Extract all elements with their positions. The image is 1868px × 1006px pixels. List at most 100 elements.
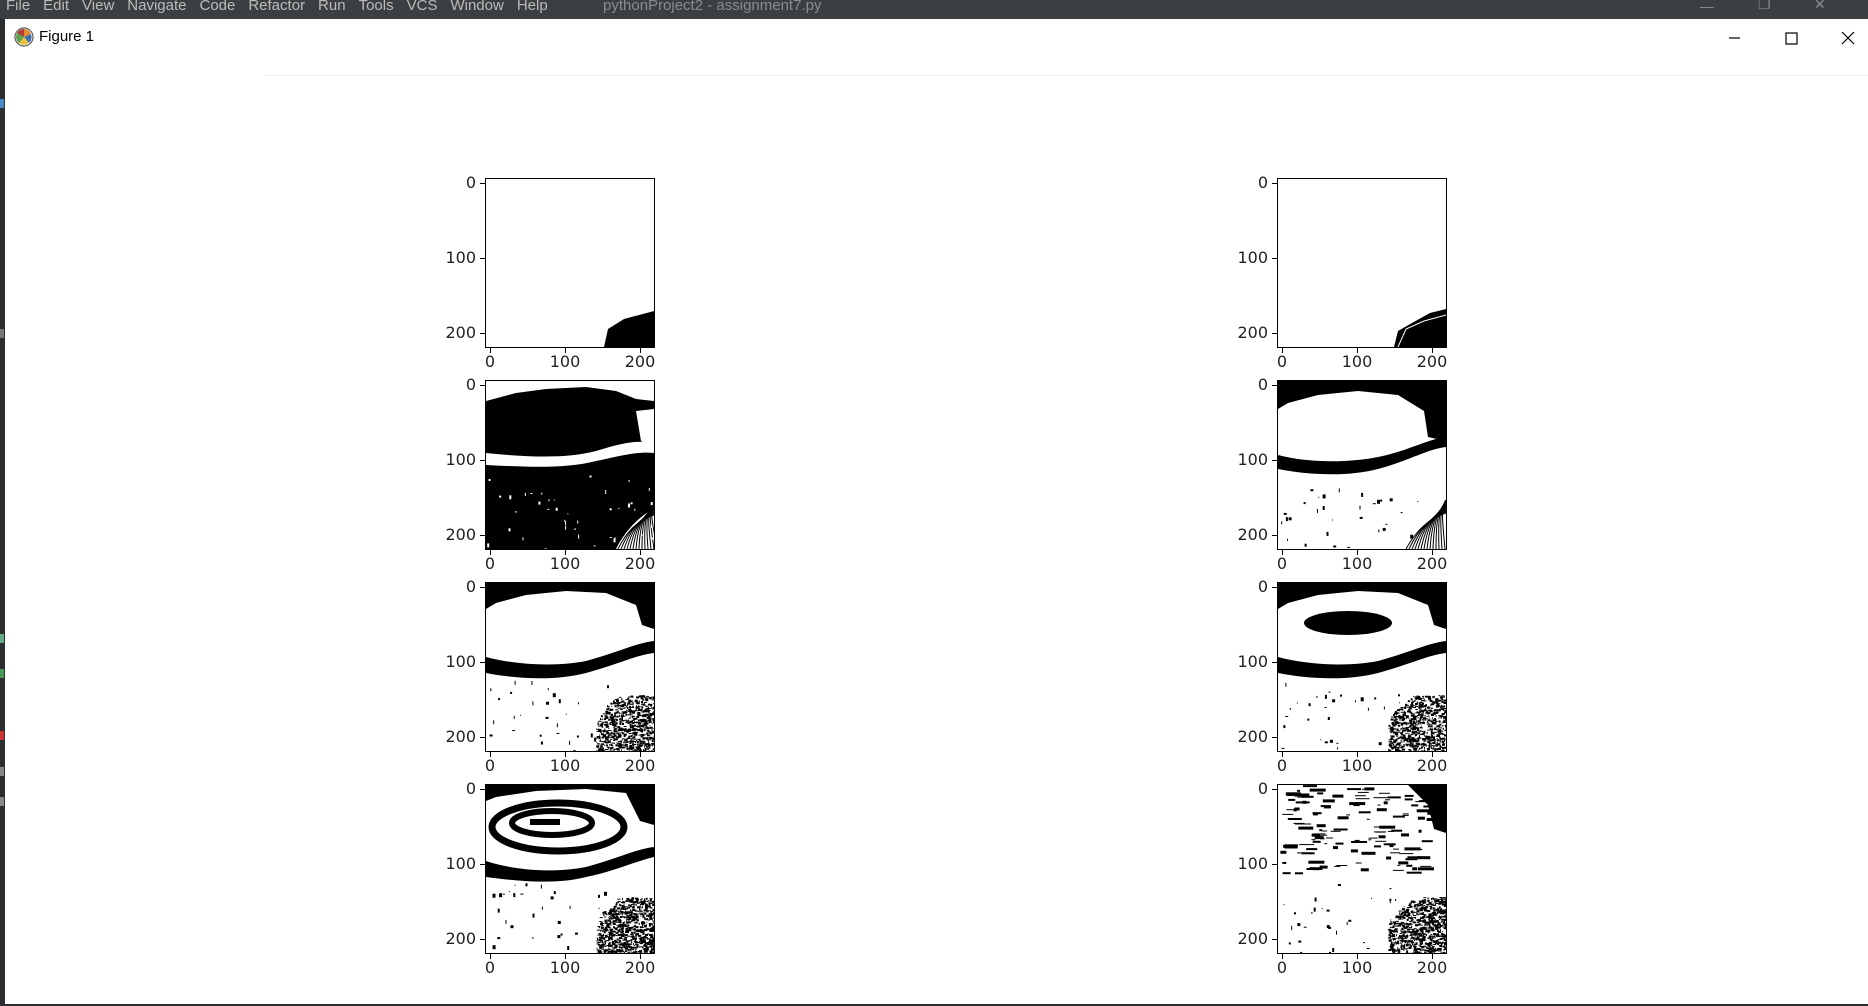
x-tick-mark — [1357, 348, 1358, 353]
texture-pixel — [1399, 939, 1403, 941]
ide-restore-icon[interactable]: ❐ — [1758, 0, 1771, 12]
texture-pixel — [627, 916, 631, 919]
texture-pixel — [1437, 923, 1440, 926]
texture-pixel — [1439, 918, 1441, 920]
texture-pixel — [1402, 916, 1406, 919]
noise-streak — [1333, 846, 1338, 850]
y-tick-mark — [1272, 385, 1277, 386]
menu-view[interactable]: View — [82, 0, 115, 14]
y-tick-mark — [480, 864, 485, 865]
texture-pixel — [1424, 921, 1428, 924]
texture-pixel — [1422, 926, 1424, 929]
texture-pixel — [1431, 702, 1435, 704]
close-icon[interactable] — [1835, 25, 1861, 51]
texture-pixel — [1440, 748, 1442, 751]
texture-pixel — [1410, 941, 1414, 944]
texture-pixel — [609, 747, 612, 750]
texture-pixel — [1434, 708, 1437, 711]
texture-pixel — [641, 903, 644, 906]
pixel-speck — [532, 701, 534, 706]
x-tick-mark — [490, 954, 491, 959]
texture-pixel — [639, 952, 643, 953]
figure-window: Figure 1 — [5, 19, 1868, 1006]
ide-minimize-icon[interactable]: — — [1700, 0, 1714, 14]
texture-pixel — [1409, 725, 1411, 728]
texture-pixel — [1432, 897, 1435, 900]
texture-pixel — [1443, 903, 1446, 906]
menu-window[interactable]: Window — [450, 0, 504, 14]
pixel-speck — [604, 891, 607, 896]
pixel-speck — [550, 896, 554, 900]
menu-help[interactable]: Help — [516, 0, 548, 14]
pixel-speck — [508, 891, 510, 893]
texture-pixel — [1414, 935, 1416, 937]
menu-run[interactable]: Run — [318, 0, 346, 14]
texture-pixel — [607, 747, 609, 750]
texture-pixel — [1396, 715, 1400, 717]
noise-streak — [1322, 799, 1335, 803]
texture-pixel — [1423, 921, 1426, 923]
noise-streak — [1401, 833, 1409, 837]
menu-code[interactable]: Code — [199, 0, 236, 14]
dark-region — [486, 785, 654, 825]
texture-pixel — [633, 929, 637, 931]
texture-pixel — [646, 915, 648, 917]
texture-pixel — [1392, 724, 1393, 725]
minimize-icon[interactable] — [1721, 25, 1747, 51]
menu-vcs[interactable]: VCS — [406, 0, 438, 14]
texture-pixel — [632, 711, 635, 714]
texture-pixel — [620, 919, 622, 921]
texture-pixel — [1428, 717, 1430, 719]
texture-pixel — [1433, 899, 1435, 902]
texture-pixel — [605, 738, 609, 741]
x-tick-label: 0 — [484, 352, 496, 371]
pixel-speck — [1383, 706, 1385, 710]
texture-pixel — [619, 722, 622, 725]
texture-pixel — [632, 901, 636, 904]
texture-pixel — [633, 940, 635, 943]
texture-pixel — [1418, 933, 1420, 935]
texture-pixel — [630, 721, 633, 723]
texture-pixel — [1398, 745, 1400, 747]
texture-pixel — [631, 726, 634, 729]
texture-pixel — [631, 715, 635, 717]
menu-file[interactable]: File — [6, 0, 31, 14]
texture-pixel — [1438, 695, 1441, 697]
menu-edit[interactable]: Edit — [43, 0, 70, 14]
texture-pixel — [651, 924, 653, 926]
pixel-speck — [1285, 716, 1289, 717]
texture-pixel — [628, 696, 631, 698]
texture-pixel — [649, 912, 652, 915]
texture-pixel — [1417, 698, 1420, 699]
texture-pixel — [1417, 939, 1420, 941]
menu-tools[interactable]: Tools — [358, 0, 394, 14]
noise-streak — [1418, 829, 1422, 833]
texture-pixel — [1443, 919, 1446, 921]
texture-pixel — [605, 929, 609, 931]
texture-pixel — [1400, 921, 1404, 923]
texture-pixel — [611, 939, 614, 941]
texture-pixel — [1406, 908, 1410, 910]
texture-pixel — [1423, 730, 1426, 732]
menu-refactor[interactable]: Refactor — [248, 0, 306, 14]
texture-pixel — [1419, 718, 1422, 721]
texture-pixel — [1402, 734, 1406, 736]
texture-pixel — [629, 950, 631, 952]
texture-pixel — [614, 950, 618, 952]
texture-pixel — [606, 923, 610, 926]
texture-pixel — [604, 931, 605, 933]
menu-navigate[interactable]: Navigate — [127, 0, 187, 14]
texture-pixel — [649, 917, 653, 919]
x-tick-label: 100 — [549, 756, 581, 775]
maximize-icon[interactable] — [1778, 25, 1804, 51]
texture-pixel — [615, 713, 617, 714]
texture-pixel — [641, 898, 643, 901]
ide-close-icon[interactable]: ✕ — [1814, 0, 1826, 12]
texture-pixel — [1438, 948, 1442, 950]
texture-pixel — [1404, 706, 1407, 709]
texture-pixel — [1420, 706, 1422, 709]
texture-pixel — [636, 902, 640, 904]
texture-pixel — [1414, 933, 1418, 936]
texture-pixel — [604, 911, 607, 913]
texture-pixel — [643, 718, 646, 720]
